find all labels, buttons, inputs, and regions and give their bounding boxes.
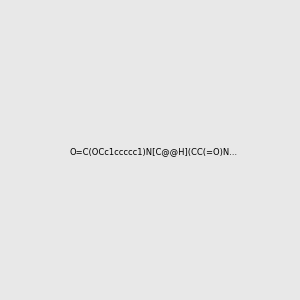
Text: O=C(OCc1ccccc1)N[C@@H](CC(=O)N...: O=C(OCc1ccccc1)N[C@@H](CC(=O)N... [70, 147, 238, 156]
